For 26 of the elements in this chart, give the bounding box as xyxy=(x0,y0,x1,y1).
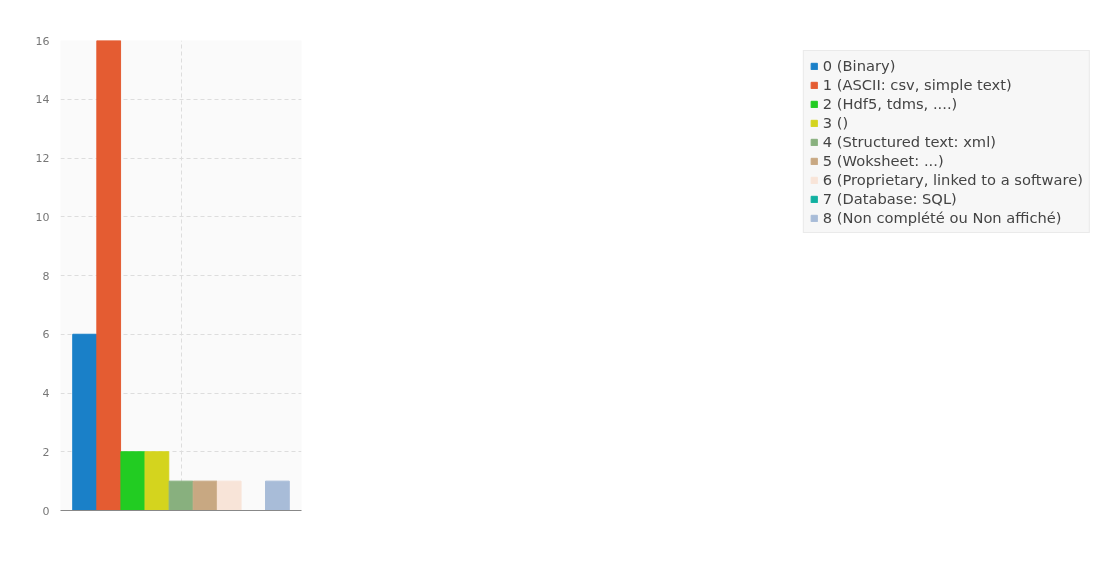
y-tick-label: 14 xyxy=(35,93,50,107)
legend-label: 6 (Proprietary, linked to a software) xyxy=(822,171,1083,188)
bar xyxy=(192,480,218,511)
legend-label: 3 () xyxy=(822,114,849,131)
legend-label: 7 (Database: SQL) xyxy=(822,190,957,207)
y-tick-label: 16 xyxy=(35,34,50,48)
bar xyxy=(96,40,122,511)
bar xyxy=(216,480,242,511)
bar xyxy=(72,333,97,511)
y-tick-label: 12 xyxy=(35,152,50,165)
bar xyxy=(265,480,290,511)
y-tick-label: 6 xyxy=(42,328,50,342)
y-tick-label: 8 xyxy=(42,269,50,283)
y-tick-label: 10 xyxy=(35,210,50,224)
legend-label: 0 (Binary) xyxy=(822,57,896,74)
y-tick-label: 0 xyxy=(42,504,50,518)
bar xyxy=(168,480,194,511)
y-tick-label: 4 xyxy=(42,387,50,400)
legend-label: 4 (Structured text: xml) xyxy=(822,133,996,150)
legend-label: 2 (Hdf5, tdms, ....) xyxy=(822,95,958,112)
legend-label: 8 (Non complété ou Non affiché) xyxy=(822,209,1062,226)
y-tick-label: 2 xyxy=(42,445,50,459)
bar xyxy=(144,451,170,511)
legend-label: 5 (Woksheet: ...) xyxy=(822,152,944,169)
bar xyxy=(120,451,146,511)
legend-label: 1 (ASCII: csv, simple text) xyxy=(822,76,1012,93)
